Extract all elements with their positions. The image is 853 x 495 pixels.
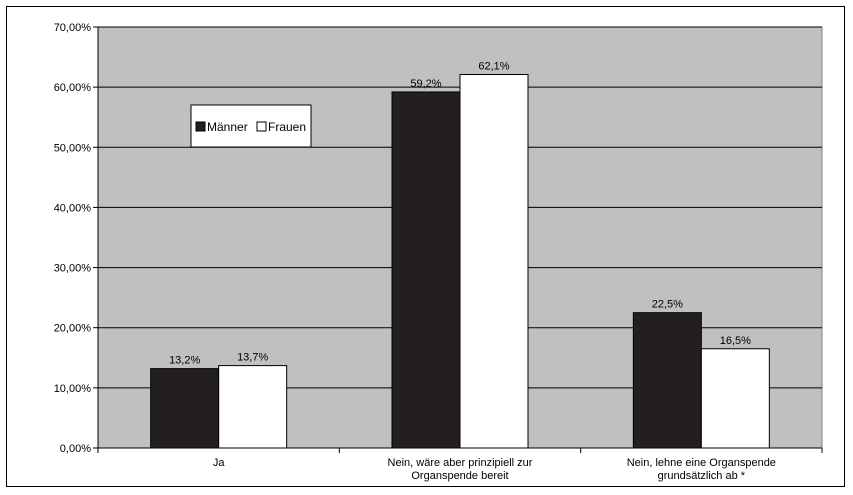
y-axis: 0,00% 10,00% 20,00% 30,00% 40,00% 50,00% 60,00… bbox=[54, 22, 99, 455]
y-tick-label: 70,00% bbox=[54, 22, 92, 34]
y-tick-label: 0,00% bbox=[60, 443, 91, 455]
bar-maenner bbox=[391, 91, 461, 449]
legend-swatch-maenner bbox=[195, 121, 206, 132]
data-label: 16,5% bbox=[720, 335, 751, 347]
x-category-label: Nein, wäre aber prinzipiell zur bbox=[388, 457, 533, 469]
legend-swatch-frauen bbox=[256, 121, 267, 132]
x-category-label: grundsätzlich ab * bbox=[658, 470, 746, 482]
data-labels: 13,2% 59,2% 22,5% 13,7% 62,1% 16,5% bbox=[169, 61, 751, 367]
bar-frauen bbox=[700, 348, 770, 449]
data-label: 13,2% bbox=[169, 355, 200, 367]
x-axis: Ja Nein, wäre aber prinzipiell zurOrgansp… bbox=[97, 447, 823, 482]
data-label: 59,2% bbox=[410, 78, 441, 90]
bar-maenner bbox=[632, 312, 702, 449]
bar-frauen bbox=[459, 74, 529, 449]
x-category-label: Organspende bereit bbox=[411, 470, 508, 482]
y-tick-label: 60,00% bbox=[54, 82, 92, 94]
y-tick-label: 40,00% bbox=[54, 202, 92, 214]
legend-label-maenner: Männer bbox=[207, 120, 248, 134]
data-label: 22,5% bbox=[652, 299, 683, 311]
x-category-label: Nein, lehne eine Organspende bbox=[627, 457, 776, 469]
bar-maenner bbox=[150, 368, 220, 449]
y-tick-label: 50,00% bbox=[54, 142, 92, 154]
data-label: 62,1% bbox=[478, 61, 509, 73]
data-label: 13,7% bbox=[237, 352, 268, 364]
y-tick-label: 30,00% bbox=[54, 263, 92, 275]
y-tick-label: 10,00% bbox=[54, 383, 92, 395]
legend-box bbox=[190, 104, 312, 148]
y-tick-label: 20,00% bbox=[54, 323, 92, 335]
legend-label-frauen: Frauen bbox=[268, 120, 306, 134]
bars bbox=[150, 74, 770, 449]
bar-frauen bbox=[218, 365, 288, 449]
x-category-label: Ja bbox=[213, 457, 226, 469]
legend: Männer Frauen bbox=[190, 104, 312, 148]
